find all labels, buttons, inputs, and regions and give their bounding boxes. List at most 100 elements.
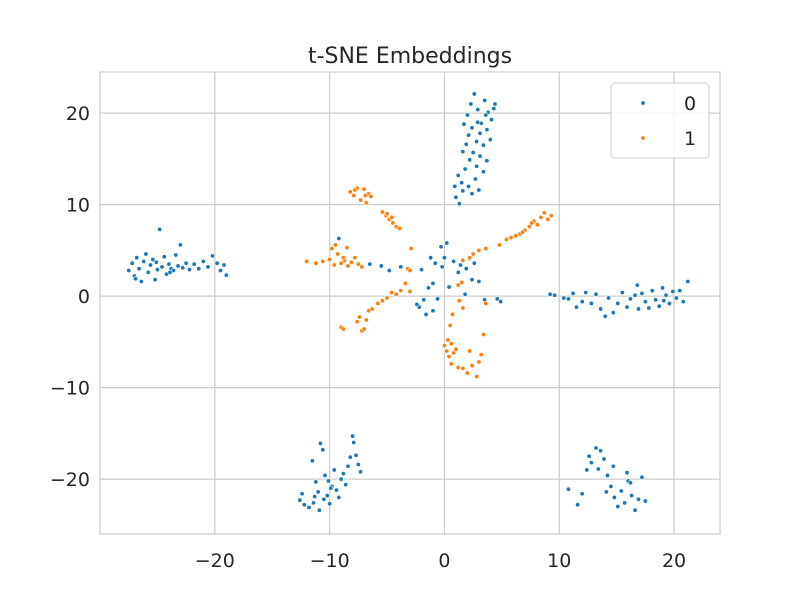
data-point-series-0 — [467, 157, 473, 163]
data-point-series-0 — [350, 433, 356, 439]
data-point-series-0 — [218, 268, 224, 274]
data-point-series-1 — [344, 245, 350, 251]
data-point-series-1 — [513, 233, 519, 239]
data-point-series-0 — [635, 496, 641, 502]
data-point-series-1 — [538, 214, 544, 220]
data-point-series-1 — [483, 300, 489, 306]
data-point-series-1 — [358, 197, 364, 203]
data-point-series-1 — [541, 210, 547, 216]
data-point-series-1 — [545, 216, 551, 222]
data-point-series-0 — [547, 291, 553, 297]
data-point-series-0 — [317, 440, 323, 446]
x-tick-label: 0 — [438, 550, 450, 572]
data-point-series-0 — [136, 266, 142, 272]
data-point-series-0 — [210, 253, 216, 259]
data-point-series-1 — [455, 364, 461, 370]
data-point-series-0 — [355, 461, 361, 467]
data-point-series-0 — [606, 295, 612, 301]
data-point-series-0 — [469, 191, 475, 197]
data-point-series-1 — [393, 291, 399, 297]
data-point-series-1 — [476, 247, 482, 253]
data-point-series-0 — [306, 504, 312, 510]
data-point-series-0 — [340, 471, 346, 477]
data-point-series-0 — [205, 264, 211, 270]
y-tick-label: 20 — [66, 103, 90, 125]
data-point-series-0 — [608, 483, 614, 489]
series-1-points — [304, 185, 554, 380]
data-point-series-1 — [338, 260, 344, 266]
y-axis-tick-labels: −20 −10 0 10 20 — [50, 103, 90, 491]
data-point-series-0 — [177, 242, 183, 248]
data-point-series-0 — [588, 300, 594, 306]
data-point-series-1 — [352, 255, 358, 261]
data-point-series-1 — [397, 225, 403, 231]
data-point-series-1 — [332, 242, 338, 248]
data-point-series-0 — [187, 267, 193, 273]
data-point-series-0 — [475, 119, 481, 125]
data-point-series-0 — [480, 169, 486, 175]
data-point-series-1 — [520, 229, 526, 235]
data-point-series-0 — [462, 166, 468, 172]
data-point-series-0 — [414, 301, 420, 307]
data-point-series-1 — [464, 370, 470, 376]
data-point-series-1 — [446, 354, 452, 360]
data-point-series-0 — [311, 500, 317, 506]
data-point-series-0 — [471, 260, 477, 266]
data-point-series-1 — [384, 295, 390, 301]
data-point-series-1 — [335, 251, 341, 257]
data-point-series-0 — [157, 226, 163, 232]
data-point-series-0 — [498, 299, 504, 305]
data-point-series-0 — [432, 260, 438, 266]
data-point-series-0 — [466, 183, 472, 189]
data-point-series-0 — [494, 296, 500, 302]
data-point-series-0 — [456, 201, 462, 207]
data-point-series-1 — [368, 193, 374, 199]
data-point-series-0 — [584, 467, 590, 473]
data-point-series-0 — [466, 132, 472, 138]
data-point-series-0 — [477, 153, 483, 159]
x-axis-tick-labels: −20 −10 0 10 20 — [195, 550, 686, 572]
x-tick-label: 10 — [547, 550, 571, 572]
data-point-series-1 — [379, 209, 385, 215]
data-point-series-0 — [627, 296, 633, 302]
data-point-series-1 — [345, 263, 351, 269]
y-tick-label: 10 — [66, 195, 90, 217]
data-point-series-0 — [398, 264, 404, 270]
legend-label-0: 0 — [684, 93, 696, 115]
data-point-series-1 — [329, 246, 335, 252]
data-point-series-0 — [320, 447, 326, 453]
x-tick-label: 20 — [662, 550, 686, 572]
data-point-series-0 — [593, 445, 599, 451]
data-point-series-0 — [175, 263, 181, 269]
data-point-series-0 — [138, 278, 144, 284]
data-point-series-0 — [471, 91, 477, 97]
data-point-series-0 — [484, 127, 490, 133]
legend: 0 1 — [610, 82, 710, 159]
data-point-series-0 — [579, 491, 585, 497]
data-point-series-1 — [347, 189, 353, 195]
data-point-series-1 — [441, 343, 447, 349]
data-point-series-0 — [464, 112, 470, 118]
data-point-series-0 — [666, 300, 672, 306]
data-point-series-0 — [347, 454, 353, 460]
data-point-series-0 — [603, 489, 609, 495]
data-point-series-0 — [475, 107, 481, 113]
data-point-series-0 — [200, 258, 206, 264]
data-point-series-1 — [348, 259, 354, 265]
data-point-series-1 — [375, 300, 381, 306]
data-point-series-1 — [548, 213, 554, 219]
data-point-series-1 — [359, 264, 365, 270]
data-point-series-0 — [430, 280, 436, 286]
data-point-series-0 — [312, 493, 318, 499]
data-point-series-0 — [358, 469, 364, 475]
data-point-series-0 — [593, 291, 599, 297]
data-point-series-0 — [470, 150, 476, 156]
data-point-series-0 — [579, 299, 585, 305]
data-point-series-0 — [575, 502, 581, 508]
data-point-series-0 — [452, 183, 458, 189]
data-point-series-0 — [152, 277, 158, 283]
data-point-series-0 — [472, 176, 478, 182]
data-point-series-1 — [448, 341, 454, 347]
data-point-series-0 — [677, 288, 683, 294]
